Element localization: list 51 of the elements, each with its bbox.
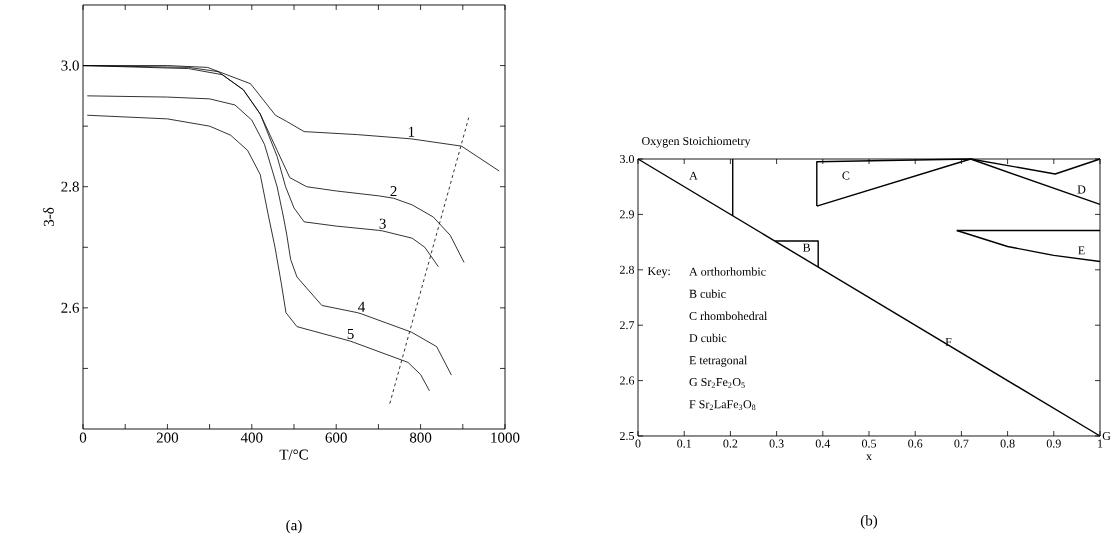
y-tick-label: 2.8 (61, 181, 79, 192)
x-tick-label: 0.4 (815, 439, 831, 448)
y-tick-label: 2.8 (620, 265, 635, 274)
y-tick-label: 2.5 (620, 431, 635, 441)
x-tick-label: 0.9 (1046, 439, 1061, 448)
x-tick-label: 0.2 (723, 439, 738, 448)
annotation: C rhombohedral (689, 311, 768, 320)
y-tick-label: 2.6 (620, 376, 635, 385)
annotation: 1 (408, 126, 415, 137)
annotation: 3 (379, 218, 386, 229)
annotation: A (689, 171, 698, 180)
annotation: 4 (358, 301, 366, 312)
y-tick-label: 2.9 (620, 210, 634, 219)
annotation: B (802, 243, 811, 252)
x-tick-label: 0.1 (677, 439, 691, 448)
chart-title: Oxygen Stoichiometry (642, 136, 751, 148)
annotation: 5 (347, 329, 354, 339)
annotation: Key: (647, 267, 670, 278)
x-axis-title: x (866, 454, 872, 461)
y-tick-label: 3.0 (61, 60, 79, 71)
annotation: G (1102, 431, 1111, 441)
text: (a) (286, 519, 302, 534)
x-tick-label: 0.6 (908, 439, 923, 448)
x-axis-title: T/°C (279, 449, 308, 460)
x-tick-label: 0 (635, 439, 641, 448)
x-tick-label: 0.3 (769, 439, 784, 448)
x-tick-label: 0 (79, 432, 87, 443)
x-tick-label: 1000 (491, 432, 520, 443)
annotation: E (1078, 246, 1085, 255)
x-tick-label: 0.8 (1000, 439, 1015, 448)
annotation: D (1077, 185, 1086, 194)
annotation: F Sr$_{2}$LaFe$_{3}$O$_{8}$ (689, 400, 756, 411)
y-axis-title: 3-δ (43, 207, 54, 227)
y-tick-label: 2.6 (61, 302, 80, 313)
annotation: E tetragonal (689, 355, 748, 367)
annotation: C (842, 171, 850, 180)
x-tick-label: 800 (409, 432, 432, 443)
x-tick-label: 0.5 (861, 439, 877, 448)
annotation: D cubic (689, 333, 727, 343)
annotation: B cubic (689, 289, 726, 298)
x-tick-label: 400 (240, 432, 263, 443)
y-tick-label: 2.7 (620, 321, 635, 330)
text: (b) (860, 515, 878, 529)
x-tick-label: 0.7 (954, 439, 969, 448)
x-tick-label: 200 (156, 432, 179, 443)
annotation: A orthorhombic (689, 267, 766, 276)
annotation: 2 (390, 186, 397, 197)
x-tick-label: 600 (325, 432, 347, 443)
x-tick-label: 1 (1098, 439, 1103, 448)
y-tick-label: 3.0 (620, 154, 635, 164)
annotation: G Sr$_{2}$Fe$_{2}$O$_{5}$ (689, 378, 745, 388)
